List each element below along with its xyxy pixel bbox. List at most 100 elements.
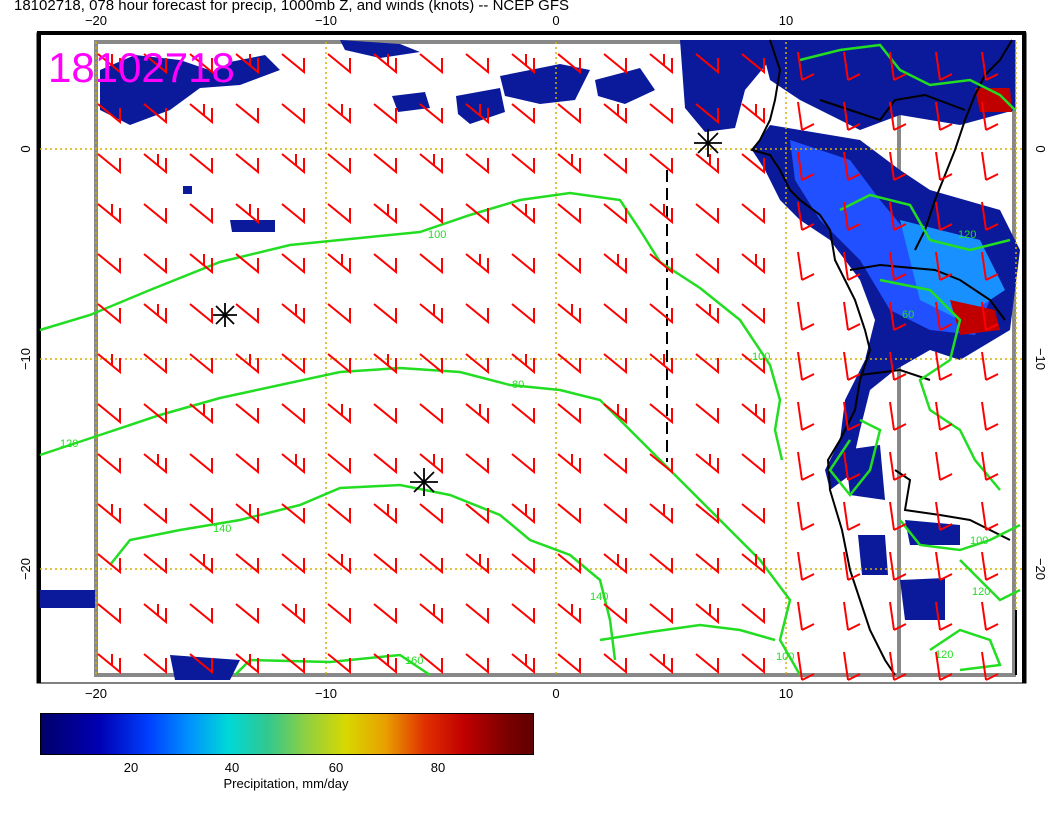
wind-barb <box>935 201 953 231</box>
wind-barb <box>557 303 581 325</box>
wind-barb <box>695 203 719 225</box>
svg-text:60: 60 <box>902 309 914 321</box>
wind-barb <box>327 353 351 375</box>
wind-barb <box>235 603 259 625</box>
wind-barb <box>741 303 765 325</box>
wind-barb <box>143 503 167 525</box>
bottom-lon-labels: −20 −10 0 10 <box>85 686 793 700</box>
wind-barb <box>373 203 397 225</box>
wind-barb <box>511 553 535 575</box>
wind-barb <box>189 353 213 375</box>
svg-text:10: 10 <box>779 13 793 28</box>
wind-barb <box>797 551 815 581</box>
wind-barb <box>557 103 581 125</box>
wind-barb <box>889 451 907 481</box>
wind-barb <box>97 403 121 425</box>
wind-barb <box>465 553 489 575</box>
wind-barb <box>327 253 351 275</box>
wind-barb <box>465 103 489 125</box>
colorbar-tick: 80 <box>430 760 446 775</box>
wind-barb <box>419 253 443 275</box>
wind-barb <box>935 551 953 581</box>
wind-barb <box>557 453 581 475</box>
wind-barb <box>797 351 815 381</box>
wind-barb <box>143 303 167 325</box>
contour-labels: 100 120 140 160 100 140 80 100 120 120 6… <box>60 229 990 667</box>
wind-barb <box>981 551 999 581</box>
wind-barb <box>97 53 121 75</box>
wind-barb <box>603 453 627 475</box>
wind-barb <box>281 203 305 225</box>
wind-barb <box>189 203 213 225</box>
svg-text:100: 100 <box>428 229 446 241</box>
svg-text:100: 100 <box>752 351 770 363</box>
wind-barb <box>741 403 765 425</box>
wind-barb <box>557 653 581 675</box>
wind-barb <box>889 151 907 181</box>
wind-barb <box>889 251 907 281</box>
wind-barb <box>741 103 765 125</box>
wind-barb <box>695 303 719 325</box>
wind-barb <box>143 203 167 225</box>
wind-barb <box>189 403 213 425</box>
wind-barb <box>889 301 907 331</box>
weather-map: 100 120 140 160 100 140 80 100 120 120 6… <box>18 13 1048 700</box>
wind-barb <box>889 651 907 681</box>
wind-barb <box>557 603 581 625</box>
wind-barb <box>557 153 581 175</box>
wind-barb <box>465 303 489 325</box>
wind-barb <box>281 503 305 525</box>
star-marker-1 <box>213 303 237 327</box>
wind-barb <box>649 303 673 325</box>
wind-barb <box>189 103 213 125</box>
wind-barb <box>235 253 259 275</box>
wind-barb <box>603 403 627 425</box>
wind-barb <box>235 453 259 475</box>
wind-barb <box>741 553 765 575</box>
svg-text:−20: −20 <box>85 686 107 700</box>
wind-barb <box>189 453 213 475</box>
wind-barb <box>935 251 953 281</box>
wind-barb <box>935 501 953 531</box>
wind-barb <box>327 53 351 75</box>
wind-barb <box>889 51 907 81</box>
wind-barb <box>603 303 627 325</box>
wind-barb <box>511 503 535 525</box>
wind-barb <box>419 153 443 175</box>
date-stamp: 18102718 <box>48 44 235 91</box>
colorbar-tick: 40 <box>224 760 240 775</box>
wind-barb <box>327 503 351 525</box>
wind-barb <box>797 151 815 181</box>
svg-text:100: 100 <box>776 651 794 663</box>
wind-barb <box>649 103 673 125</box>
wind-barb <box>465 503 489 525</box>
wind-barb <box>327 103 351 125</box>
wind-barb <box>981 301 999 331</box>
wind-barb <box>327 403 351 425</box>
wind-barb <box>281 653 305 675</box>
wind-barb <box>97 353 121 375</box>
wind-barb <box>741 503 765 525</box>
wind-barb <box>889 351 907 381</box>
wind-barb <box>189 153 213 175</box>
right-lat-labels: 0 −10 −20 <box>1033 145 1048 580</box>
wind-barb <box>465 653 489 675</box>
wind-barb <box>843 251 861 281</box>
wind-barb <box>235 553 259 575</box>
svg-text:0: 0 <box>1033 145 1048 152</box>
wind-barb <box>419 303 443 325</box>
wind-barb <box>797 501 815 531</box>
svg-text:−10: −10 <box>315 13 337 28</box>
wind-barb <box>97 303 121 325</box>
svg-text:120: 120 <box>935 649 953 661</box>
svg-text:10: 10 <box>779 686 793 700</box>
wind-barb <box>235 353 259 375</box>
wind-barb <box>935 351 953 381</box>
wind-barb <box>603 203 627 225</box>
wind-barb <box>649 153 673 175</box>
wind-barb <box>511 353 535 375</box>
wind-barb <box>465 603 489 625</box>
wind-barb <box>935 651 953 681</box>
wind-barb <box>843 501 861 531</box>
wind-barb <box>373 403 397 425</box>
